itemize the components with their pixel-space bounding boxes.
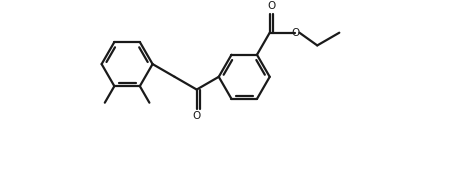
Text: O: O: [267, 1, 275, 11]
Text: O: O: [291, 28, 300, 38]
Text: O: O: [192, 111, 201, 121]
